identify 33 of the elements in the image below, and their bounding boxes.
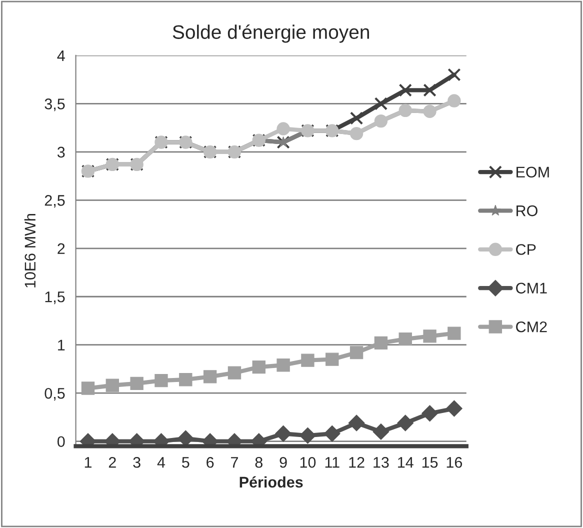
x-tick-label: 14 (398, 457, 414, 468)
x-tick-label: 8 (255, 456, 262, 468)
y-tick-label: 1,5 (45, 292, 65, 304)
x-tick-label: 4 (157, 457, 166, 468)
y-tick-label: 0,5 (44, 388, 65, 401)
x-axis-title: Périodes (240, 476, 303, 488)
y-tick-label: 4 (57, 50, 65, 61)
legend-label: RO (516, 205, 538, 216)
x-tick-label: 11 (325, 457, 340, 468)
y-tick-label: 0 (57, 436, 65, 448)
x-tick-label: 9 (280, 456, 287, 468)
y-tick-label: 3 (57, 146, 65, 158)
x-tick-label: 12 (349, 456, 364, 468)
y-tick-label: 2 (58, 243, 65, 254)
y-tick-label: 1 (58, 340, 65, 350)
x-tick-label: 16 (446, 456, 462, 468)
chart-title: Solde d'énergie moyen (172, 24, 369, 43)
y-tick-label: 3,5 (44, 98, 65, 112)
x-tick-label: 2 (108, 456, 116, 468)
x-tick-label: 6 (206, 456, 214, 468)
x-tick-label: 1 (84, 457, 92, 468)
legend-label: CM2 (516, 321, 547, 332)
x-tick-label: 3 (133, 456, 140, 468)
legend-label: CM1 (516, 282, 547, 294)
x-tick-label: 5 (182, 457, 190, 468)
x-tick-label: 10 (300, 456, 316, 468)
x-tick-label: 13 (374, 456, 389, 468)
x-tick-label: 15 (422, 457, 438, 468)
y-axis-title: 10E6 MWh (24, 214, 36, 288)
x-tick-label: 7 (231, 457, 238, 468)
legend-label: CP (516, 244, 536, 255)
y-tick-label: 2,5 (44, 195, 65, 208)
legend-label: EOM (516, 166, 549, 178)
